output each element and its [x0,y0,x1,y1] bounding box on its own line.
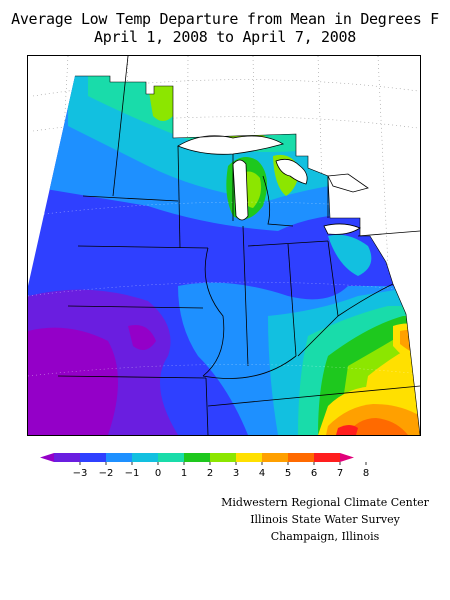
state-boundaries [57,56,420,435]
legend-tick-label: 4 [259,468,265,479]
legend-swatch [314,453,340,462]
legend-tick-label: 5 [285,468,291,479]
legend-swatch [132,453,158,462]
map-date-range: April 1, 2008 to April 7, 2008 [94,28,356,46]
great-lakes [177,135,369,235]
legend-arrow-low [40,453,54,462]
legend-tick-label: −3 [73,468,88,479]
region-outline [75,75,420,435]
legend-swatch [80,453,106,462]
legend-swatch [158,453,184,462]
legend-tick-label: 3 [233,468,239,479]
legend-tick-label: 0 [155,468,161,479]
legend-tick-label: 8 [363,468,369,479]
legend-swatch [54,453,80,462]
legend-swatch [210,453,236,462]
legend-tick-label: −1 [125,468,140,479]
map-panel [27,55,421,436]
temperature-departure-map [28,56,420,435]
legend-swatch [236,453,262,462]
color-scale-legend: −3 −2 −1 0 1 2 3 4 5 6 7 8 [40,453,369,479]
legend-tick-label: 1 [181,468,187,479]
legend-swatch [184,453,210,462]
legend-tick-label: 6 [311,468,317,479]
legend-swatch [288,453,314,462]
credit-agency: Illinois State Water Survey [250,513,400,526]
legend-arrow-high [340,453,354,462]
legend-swatch [106,453,132,462]
credit-location: Champaign, Illinois [270,530,380,543]
map-title: Average Low Temp Departure from Mean in … [11,10,439,28]
legend-swatch [262,453,288,462]
legend-tick-label: 2 [207,468,213,479]
legend-tick-label: −2 [99,468,114,479]
credit-organization: Midwestern Regional Climate Center [221,496,429,509]
legend-tick-label: 7 [337,468,343,479]
